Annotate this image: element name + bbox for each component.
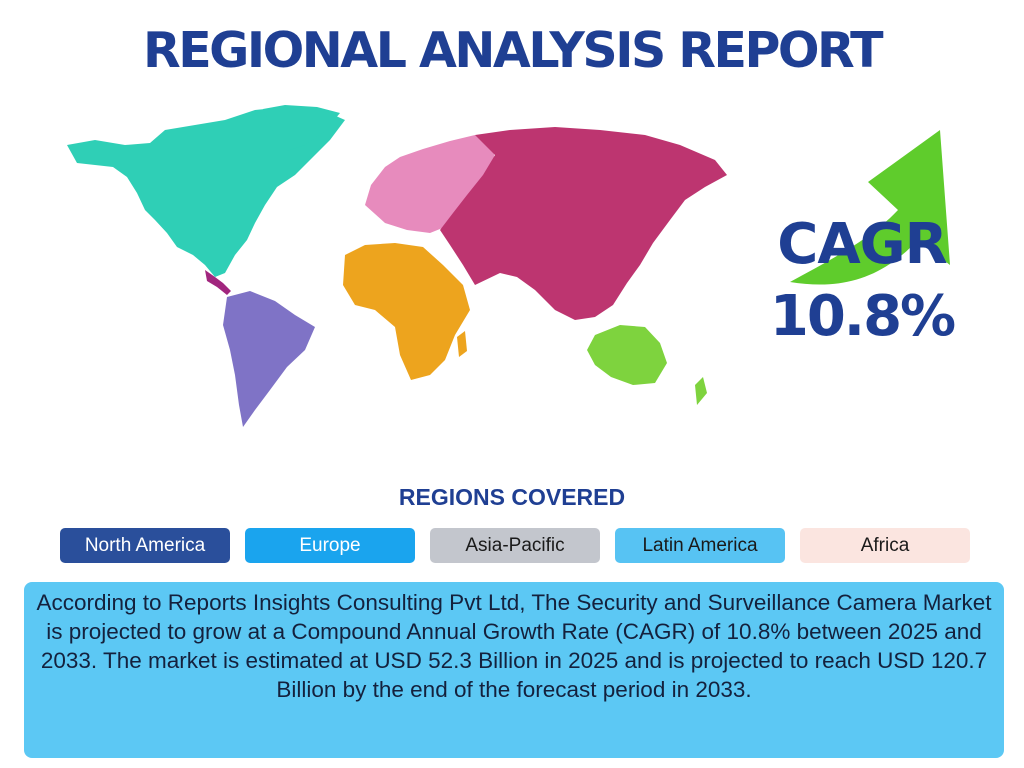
world-map: [67, 105, 727, 427]
map-region-africa: [343, 243, 470, 380]
cagr-label: CAGR: [777, 212, 948, 277]
region-chip-north-america: North America: [60, 528, 230, 563]
region-chip-africa: Africa: [800, 528, 970, 563]
summary-text: According to Reports Insights Consulting…: [36, 590, 992, 702]
map-region-new-zealand: [695, 377, 707, 405]
map-region-south-america: [223, 291, 315, 427]
region-chip-asia-pacific: Asia-Pacific: [430, 528, 600, 563]
map-region-madagascar: [457, 331, 467, 357]
map-region-greenland: [263, 105, 340, 151]
region-chip-latin-america: Latin America: [615, 528, 785, 563]
summary-box: According to Reports Insights Consulting…: [24, 582, 1004, 758]
map-region-north-america: [67, 107, 345, 277]
regions-heading: REGIONS COVERED: [398, 484, 626, 510]
page-title: REGIONAL ANALYSIS REPORT: [142, 22, 884, 79]
map-region-central-america: [205, 270, 231, 295]
growth-arrow-icon: [790, 130, 950, 285]
cagr-value: 10.8%: [769, 284, 956, 349]
map-region-australia: [587, 325, 667, 385]
region-chip-europe: Europe: [245, 528, 415, 563]
map-region-asia: [440, 127, 727, 320]
